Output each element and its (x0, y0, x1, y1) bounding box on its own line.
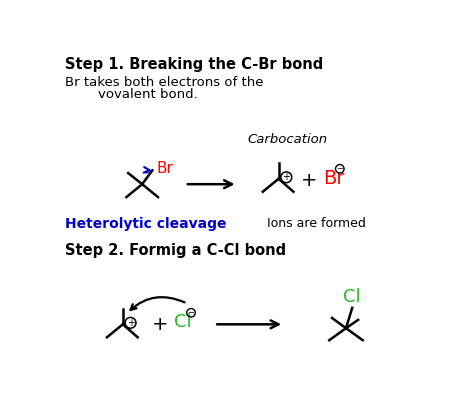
Text: +: + (127, 318, 135, 328)
Text: Br: Br (156, 161, 173, 176)
Text: +: + (283, 172, 290, 182)
Text: Step 2. Formig a C-Cl bond: Step 2. Formig a C-Cl bond (65, 243, 287, 258)
Text: −: − (336, 164, 343, 173)
Text: vovalent bond.: vovalent bond. (98, 88, 198, 101)
Text: Br: Br (323, 169, 344, 188)
Text: Ions are formed: Ions are formed (267, 217, 366, 230)
Text: −: − (188, 308, 194, 317)
Text: +: + (301, 171, 318, 190)
Text: Cl: Cl (174, 313, 191, 331)
Text: +: + (152, 315, 168, 334)
Text: Br takes both electrons of the: Br takes both electrons of the (65, 76, 264, 89)
Text: Step 1. Breaking the C-Br bond: Step 1. Breaking the C-Br bond (65, 57, 324, 72)
Text: Heterolytic cleavage: Heterolytic cleavage (65, 217, 227, 231)
Text: Carbocation: Carbocation (248, 133, 328, 145)
Text: Cl: Cl (343, 288, 361, 306)
